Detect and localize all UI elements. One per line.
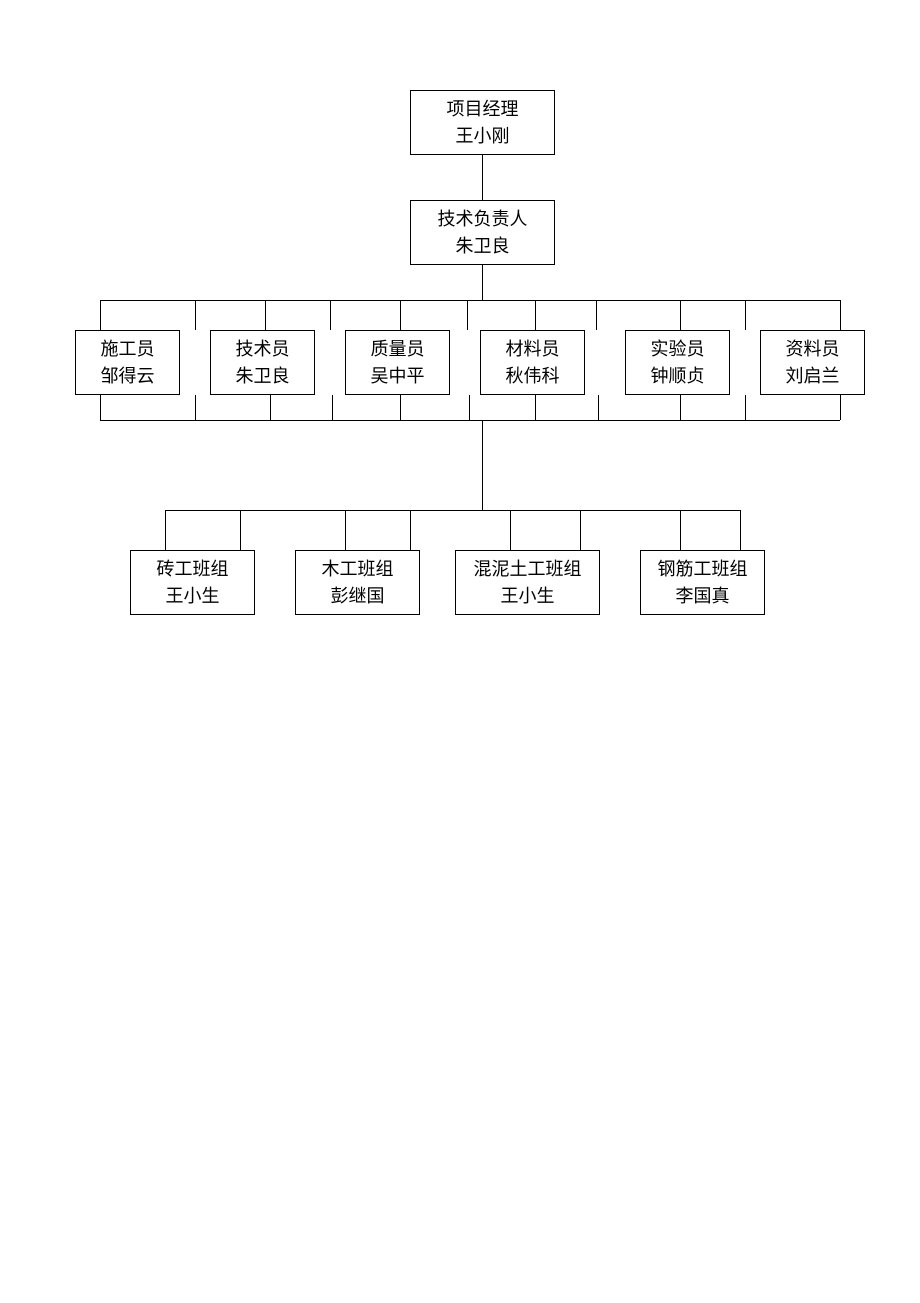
node-person: 王小生: [501, 583, 555, 610]
node-title: 质量员: [371, 336, 425, 363]
connector-line: [680, 300, 681, 330]
connector-line: [535, 395, 536, 420]
connector-line: [469, 395, 470, 420]
node-person: 王小生: [166, 583, 220, 610]
org-node-staff: 材料员 秋伟科: [480, 330, 585, 395]
org-node-staff: 技术员 朱卫良: [210, 330, 315, 395]
org-node-team: 钢筋工班组 李国真: [640, 550, 765, 615]
connector-line: [840, 300, 841, 330]
connector-line: [240, 510, 241, 550]
node-title: 资料员: [786, 336, 840, 363]
connector-line: [400, 300, 401, 330]
connector-line: [482, 420, 483, 510]
connector-line: [535, 300, 536, 330]
org-node-root: 项目经理 王小刚: [410, 90, 555, 155]
connector-line: [680, 510, 681, 550]
node-title: 钢筋工班组: [658, 556, 748, 583]
node-person: 秋伟科: [506, 363, 560, 390]
connector-line: [467, 300, 468, 330]
connector-line: [270, 395, 271, 420]
node-person: 朱卫良: [236, 363, 290, 390]
connector-line: [100, 300, 101, 330]
connector-line: [745, 300, 746, 330]
node-person: 朱卫良: [456, 233, 510, 260]
connector-line: [345, 510, 346, 550]
org-node-staff: 实验员 钟顺贞: [625, 330, 730, 395]
org-node-team: 砖工班组 王小生: [130, 550, 255, 615]
node-person: 邹得云: [101, 363, 155, 390]
node-title: 砖工班组: [157, 556, 229, 583]
org-node-team: 混泥土工班组 王小生: [455, 550, 600, 615]
node-person: 李国真: [676, 583, 730, 610]
node-person: 钟顺贞: [651, 363, 705, 390]
node-title: 项目经理: [447, 96, 519, 123]
connector-line: [745, 395, 746, 420]
connector-line: [482, 265, 483, 300]
node-person: 吴中平: [371, 363, 425, 390]
node-title: 材料员: [506, 336, 560, 363]
connector-line: [100, 395, 101, 420]
connector-line: [165, 510, 166, 550]
connector-line: [195, 300, 196, 330]
node-title: 技术员: [236, 336, 290, 363]
node-title: 混泥土工班组: [474, 556, 582, 583]
connector-line: [332, 395, 333, 420]
connector-line: [510, 510, 511, 550]
org-node-staff: 质量员 吴中平: [345, 330, 450, 395]
node-person: 王小刚: [456, 123, 510, 150]
org-node-staff: 资料员 刘启兰: [760, 330, 865, 395]
connector-line: [580, 510, 581, 550]
connector-line: [596, 300, 597, 330]
org-node-tech-lead: 技术负责人 朱卫良: [410, 200, 555, 265]
node-title: 实验员: [651, 336, 705, 363]
connector-line: [840, 395, 841, 420]
connector-line: [265, 300, 266, 330]
connector-line: [100, 300, 840, 301]
node-person: 彭继国: [331, 583, 385, 610]
connector-line: [195, 395, 196, 420]
node-title: 技术负责人: [438, 206, 528, 233]
connector-line: [598, 395, 599, 420]
connector-line: [330, 300, 331, 330]
node-title: 施工员: [101, 336, 155, 363]
node-person: 刘启兰: [786, 363, 840, 390]
connector-line: [100, 420, 840, 421]
connector-line: [410, 510, 411, 550]
connector-line: [400, 395, 401, 420]
connector-line: [680, 395, 681, 420]
connector-line: [165, 510, 740, 511]
org-node-staff: 施工员 邹得云: [75, 330, 180, 395]
org-node-team: 木工班组 彭继国: [295, 550, 420, 615]
node-title: 木工班组: [322, 556, 394, 583]
connector-line: [740, 510, 741, 550]
connector-line: [482, 155, 483, 200]
